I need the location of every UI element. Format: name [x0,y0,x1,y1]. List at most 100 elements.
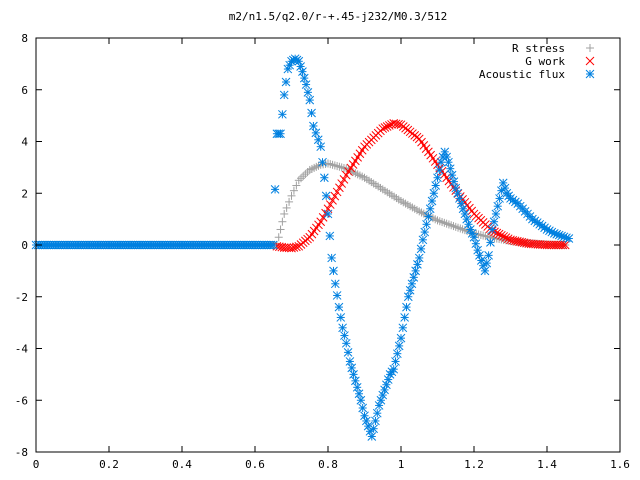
y-tick-label: -2 [15,291,28,304]
data-point [413,260,422,269]
data-point [564,234,574,243]
data-point [391,357,400,366]
data-point [491,209,501,219]
data-point [497,230,506,240]
data-point [389,364,399,374]
data-point [313,135,323,145]
data-point [367,432,377,441]
x-tick-label: 1 [398,458,405,471]
data-point [442,219,451,228]
data-point [382,380,391,390]
data-point [494,229,504,239]
data-point [299,172,308,181]
data-point [449,222,458,231]
data-point [416,244,426,254]
y-tick-label: -6 [15,394,28,407]
data-point [292,242,301,252]
data-point [384,121,394,130]
data-point [414,253,424,263]
data-point [330,279,340,289]
data-point [292,181,301,190]
x-tick-label: 0.8 [318,458,338,471]
data-point [330,191,340,201]
data-point [420,227,430,237]
data-point [409,272,419,282]
data-point [360,411,369,421]
data-point [289,186,298,195]
data-point [287,243,296,253]
data-point [351,376,360,386]
data-point [354,389,364,399]
data-point [319,173,329,183]
data-point [480,266,490,276]
data-point [323,209,333,219]
data-point [486,238,495,247]
data-point [487,225,497,234]
legend-marker [585,56,595,66]
data-point [339,164,348,173]
x-tick-label: 0.4 [172,458,192,471]
x-tick-label: 0 [33,458,40,471]
data-point [489,217,499,227]
data-point [340,331,349,340]
data-point [433,173,442,183]
data-point [299,73,309,83]
data-point [337,163,346,172]
data-point [278,109,287,119]
data-point [479,231,488,240]
legend-label: Acoustic flux [479,68,565,81]
axes: 0 0.2 0.4 0.6 0.8 1 1.2 1.4 1.6 -8 -6 -4 -2 0 2 4 6 8 [15,32,630,471]
data-point [454,223,463,232]
series-r-stress [32,159,570,249]
data-point [343,348,353,357]
data-point [345,357,355,366]
data-point [332,291,342,300]
data-point [270,185,280,194]
data-point [276,129,285,139]
data-point [335,162,344,171]
data-point [316,142,326,152]
data-point [341,338,351,348]
data-point [296,174,305,183]
data-point [281,77,291,87]
y-tick-label: 6 [21,84,28,97]
data-point [305,95,315,105]
data-point [411,266,420,276]
y-tick-label: 2 [21,187,28,200]
data-point [442,152,451,162]
data-point [482,258,492,268]
series-g-work [272,119,570,253]
data-point [347,363,357,373]
data-point [276,225,285,234]
data-point [444,220,453,229]
data-point [325,200,335,209]
data-point [301,80,311,89]
data-point [424,212,433,221]
data-point [499,232,509,241]
legend-label: R stress [512,42,565,55]
data-point [495,194,504,203]
chart-title: m2/n1.5/q2.0/r-+.45-j232/M0.3/512 [229,10,448,23]
data-point [469,232,479,242]
data-point [447,170,457,180]
y-tick-label: 8 [21,32,28,45]
data-point [471,239,481,249]
data-point [336,313,346,322]
data-point [378,124,388,133]
y-tick-label: 4 [21,136,28,149]
x-tick-label: 0.2 [99,458,119,471]
data-point [328,196,337,205]
data-point [328,160,337,169]
y-tick-label: -4 [15,343,29,356]
data-point [438,218,447,227]
data-point [429,188,439,198]
data-point [431,181,441,190]
data-point [556,240,566,250]
data-point [455,194,464,203]
data-point [303,87,313,97]
data-point [440,218,449,227]
data-point [493,201,503,211]
data-point [371,416,380,426]
